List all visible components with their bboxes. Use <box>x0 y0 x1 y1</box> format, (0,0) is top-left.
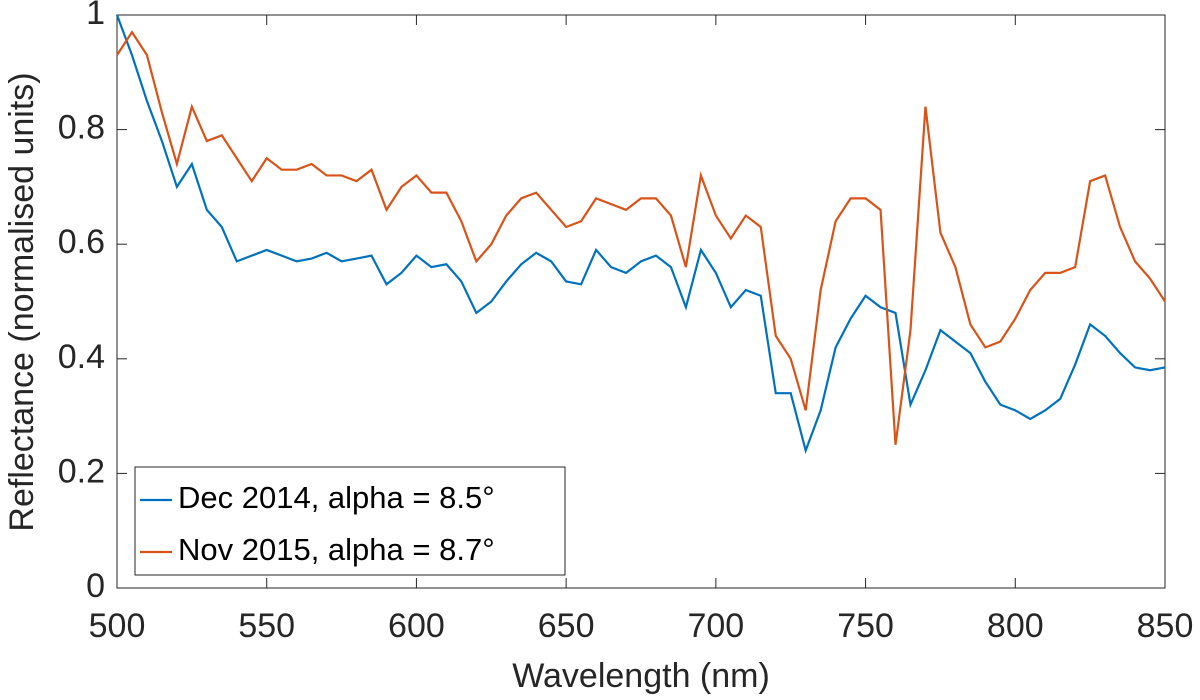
x-tick-label: 650 <box>538 607 595 645</box>
y-axis-label: Reflectance (normalised units) <box>3 72 41 531</box>
x-tick-label: 700 <box>687 607 744 645</box>
x-axis-label: Wavelength (nm) <box>512 657 770 695</box>
data-line <box>116 30 1166 445</box>
y-tick-label: 0.6 <box>58 223 105 261</box>
y-tick-label: 1 <box>86 0 105 32</box>
legend-label: Dec 2014, alpha = 8.5° <box>178 480 495 515</box>
legend-label: Nov 2015, alpha = 8.7° <box>178 532 495 567</box>
y-tick-label: 0.2 <box>58 452 105 490</box>
data-line <box>115 14 1166 455</box>
x-tick-label: 550 <box>238 607 295 645</box>
x-tick-label: 850 <box>1137 607 1194 645</box>
x-tick-label: 800 <box>987 607 1044 645</box>
x-tick-label: 600 <box>388 607 445 645</box>
y-tick-label: 0 <box>86 567 105 605</box>
y-tick-label: 0.8 <box>58 109 105 147</box>
legend-box <box>134 466 566 576</box>
x-tick-label: 750 <box>837 607 894 645</box>
y-tick-label: 0.4 <box>58 338 105 376</box>
x-tick-label: 500 <box>89 607 146 645</box>
